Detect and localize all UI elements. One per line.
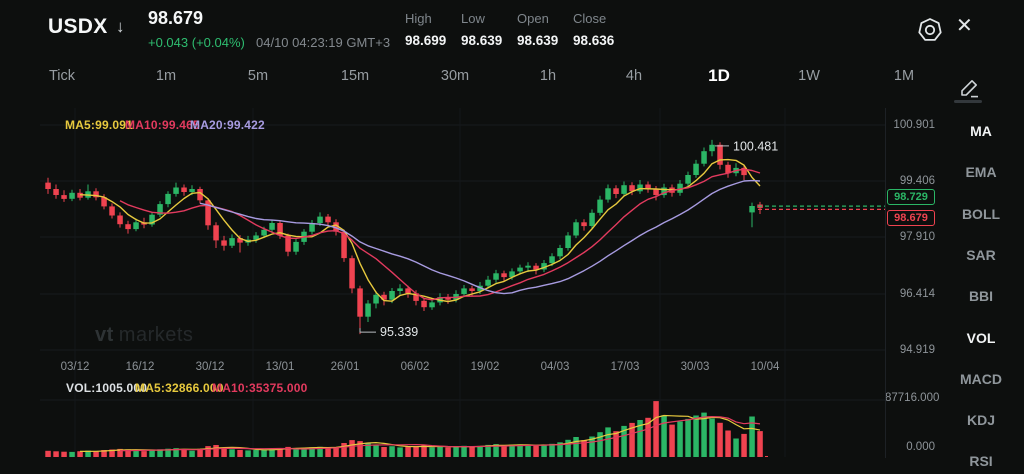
sidebar-item-bbi[interactable]: BBI xyxy=(968,288,994,305)
indicator-readout: MA5:32866.000 xyxy=(135,381,224,395)
close-icon[interactable]: ✕ xyxy=(956,15,973,37)
date-axis-label: 10/04 xyxy=(750,361,780,373)
indicator-readout: MA10:35375.000 xyxy=(212,381,308,395)
svg-text:100.481: 100.481 xyxy=(733,139,778,153)
symbol-name[interactable]: USDX xyxy=(48,15,108,38)
timeframe-tab-1h[interactable]: 1h xyxy=(539,68,557,84)
date-axis-label: 30/03 xyxy=(680,361,710,373)
stat-label: High xyxy=(405,11,432,26)
date-axis-label: 04/03 xyxy=(540,361,570,373)
timeframe-tab-4h[interactable]: 4h xyxy=(625,68,643,84)
date-axis-label: 17/03 xyxy=(610,361,640,373)
stat-label: Open xyxy=(517,11,549,26)
date-axis-label: 13/01 xyxy=(265,361,295,373)
timeframe-tab-30m[interactable]: 30m xyxy=(440,68,470,84)
bid-price-tag: 98.729 xyxy=(887,189,935,205)
sidebar-item-boll[interactable]: BOLL xyxy=(961,205,1001,222)
stat-value: 98.636 xyxy=(573,33,615,48)
candlestick-chart[interactable]: 100.481 95.339 xyxy=(0,100,940,474)
date-axis-label: 06/02 xyxy=(400,361,430,373)
watermark-bold: vt xyxy=(95,324,114,346)
timeframe-tab-1w[interactable]: 1W xyxy=(798,68,820,84)
stat-low: Low 98.639 xyxy=(461,11,515,48)
timeframe-tab-tick[interactable]: Tick xyxy=(48,68,76,84)
stat-label: Low xyxy=(461,11,485,26)
indicator-readout: MA20:99.422 xyxy=(190,118,265,132)
quote-datetime: 04/10 04:23:19 GMT+3 xyxy=(256,35,391,50)
price-axis-label: 99.406 xyxy=(899,175,935,187)
sidebar-scroll-dash xyxy=(954,100,982,103)
stat-value: 98.639 xyxy=(461,33,503,48)
indicator-readout: VOL:1005.000 xyxy=(66,381,148,395)
price-axis-label: 96.414 xyxy=(899,288,935,300)
date-axis-label: 16/12 xyxy=(125,361,155,373)
indicator-readout: MA10:99.465 xyxy=(125,118,200,132)
timeframe-tab-1d[interactable]: 1D xyxy=(708,66,730,85)
stat-value: 98.699 xyxy=(405,33,447,48)
timeframe-tab-1m[interactable]: 1m xyxy=(155,68,177,84)
axis-divider xyxy=(885,108,886,458)
date-axis-label: 30/12 xyxy=(195,361,225,373)
stat-label: Close xyxy=(573,11,607,26)
price-direction-arrow: ↓ xyxy=(116,17,125,36)
stat-open: Open 98.639 xyxy=(517,11,571,48)
watermark-light: markets xyxy=(118,324,194,346)
date-axis-label: 26/01 xyxy=(330,361,360,373)
stat-close: Close 98.636 xyxy=(573,11,627,48)
sidebar-item-macd[interactable]: MACD xyxy=(960,370,1002,387)
stat-value: 98.639 xyxy=(517,33,559,48)
svg-text:95.339: 95.339 xyxy=(380,325,418,339)
sidebar-item-vol[interactable]: VOL xyxy=(966,329,996,346)
date-axis-label: 03/12 xyxy=(60,361,90,373)
timeframe-tab-15m[interactable]: 15m xyxy=(340,68,370,84)
sidebar-item-ema[interactable]: EMA xyxy=(965,164,997,181)
sidebar-item-sar[interactable]: SAR xyxy=(966,246,996,263)
stat-high: High 98.699 xyxy=(405,11,459,48)
price-axis-label: 97.910 xyxy=(899,231,935,243)
price-axis-label: 100.901 xyxy=(893,119,935,131)
pencil-icon[interactable] xyxy=(958,76,982,100)
price-axis-label: 94.919 xyxy=(899,344,935,356)
indicator-readout: MA5:99.091 xyxy=(65,118,134,132)
sidebar-item-kdj[interactable]: KDJ xyxy=(966,412,995,429)
date-axis-label: 19/02 xyxy=(470,361,500,373)
last-price-tag: 98.679 xyxy=(887,210,935,226)
price-change: +0.043 (+0.04%) xyxy=(148,35,245,50)
volume-axis-label: 87716.000 xyxy=(885,392,940,404)
vt-markets-watermark: vt markets xyxy=(95,324,193,347)
sidebar-item-rsi[interactable]: RSI xyxy=(969,453,993,470)
last-price: 98.679 xyxy=(148,8,204,28)
timeframe-tab-5m[interactable]: 5m xyxy=(247,68,269,84)
settings-icon[interactable] xyxy=(914,14,946,46)
sidebar-item-ma[interactable]: MA xyxy=(970,123,992,139)
timeframe-tab-1m[interactable]: 1M xyxy=(893,68,915,84)
volume-axis-label: 0.000 xyxy=(906,441,935,453)
